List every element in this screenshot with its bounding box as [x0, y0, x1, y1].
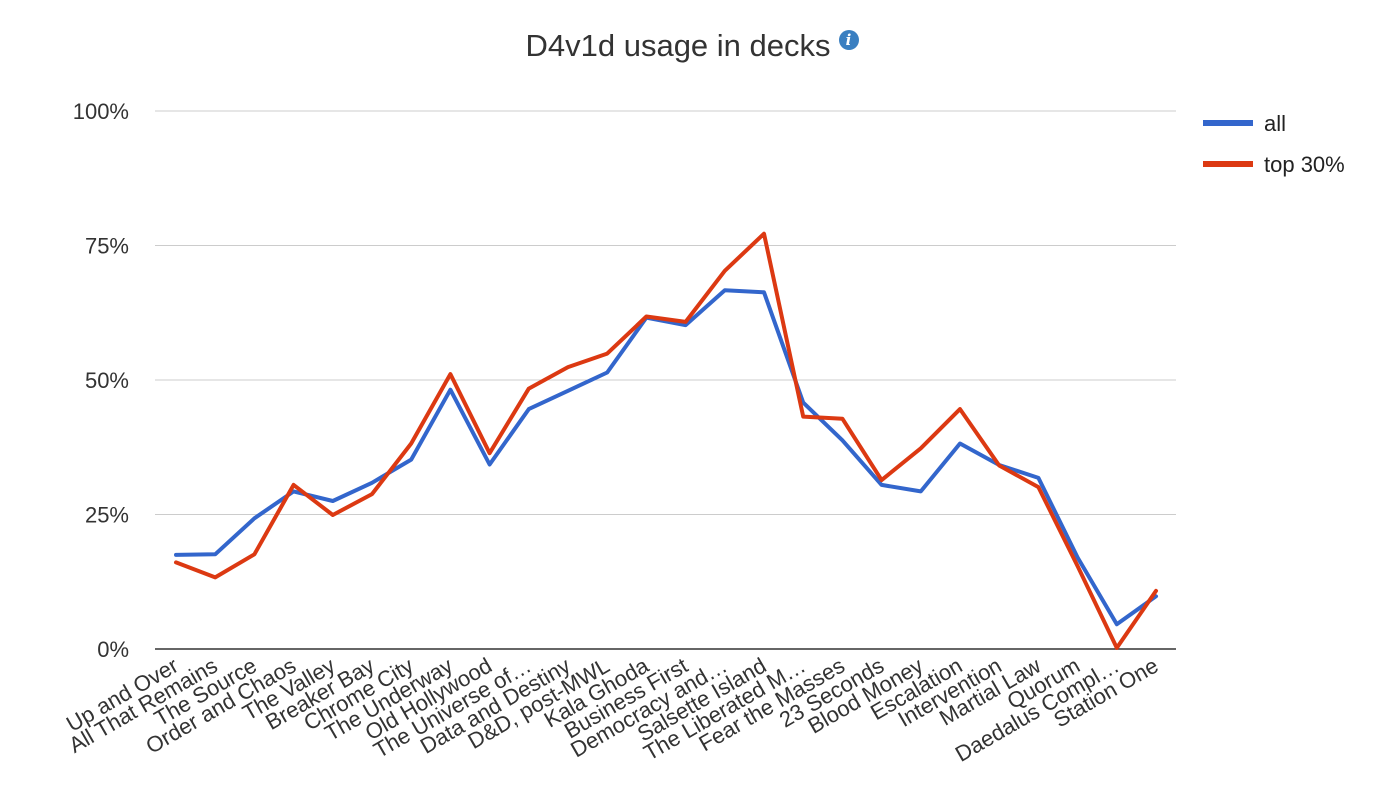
data-point[interactable]: [839, 437, 845, 443]
series-1: [173, 231, 1159, 651]
series-line[interactable]: [174, 288, 1158, 627]
gridlines: [155, 110, 1176, 650]
data-point[interactable]: [1153, 588, 1159, 594]
legend: all top 30%: [1203, 111, 1345, 177]
data-point[interactable]: [879, 477, 885, 483]
series-0: [173, 287, 1158, 627]
data-point[interactable]: [291, 482, 297, 488]
data-point[interactable]: [1075, 563, 1081, 569]
data-point[interactable]: [604, 351, 610, 357]
data-point[interactable]: [957, 406, 963, 412]
data-point[interactable]: [526, 406, 532, 412]
data-point[interactable]: [1114, 621, 1120, 627]
data-point[interactable]: [957, 441, 963, 447]
data-point[interactable]: [761, 289, 767, 295]
legend-item[interactable]: all: [1203, 111, 1286, 136]
data-point[interactable]: [1114, 645, 1120, 651]
data-point[interactable]: [565, 388, 571, 394]
data-point[interactable]: [408, 457, 414, 463]
data-point[interactable]: [996, 463, 1002, 469]
data-point[interactable]: [565, 364, 571, 370]
data-point[interactable]: [408, 441, 414, 447]
data-point[interactable]: [526, 386, 532, 392]
series-line[interactable]: [174, 231, 1158, 650]
data-point[interactable]: [447, 387, 453, 393]
data-point[interactable]: [369, 491, 375, 497]
info-icon[interactable]: i: [838, 30, 859, 50]
series-lines: [173, 231, 1159, 651]
data-point[interactable]: [1035, 475, 1041, 481]
data-point[interactable]: [761, 231, 767, 237]
data-point[interactable]: [683, 319, 689, 325]
legend-item[interactable]: top 30%: [1203, 152, 1345, 177]
data-point[interactable]: [722, 287, 728, 293]
data-point[interactable]: [918, 445, 924, 451]
y-tick-label: 0%: [97, 637, 129, 662]
data-point[interactable]: [604, 370, 610, 376]
data-point[interactable]: [447, 371, 453, 377]
chart-title-area: D4v1d usage in decks i: [0, 28, 1384, 64]
legend-label: top 30%: [1264, 152, 1345, 177]
data-point[interactable]: [212, 574, 218, 580]
data-point[interactable]: [173, 559, 179, 565]
legend-label: all: [1264, 111, 1286, 136]
data-point[interactable]: [487, 450, 493, 456]
data-point[interactable]: [330, 498, 336, 504]
data-point[interactable]: [487, 462, 493, 468]
y-tick-label: 100%: [73, 99, 129, 124]
data-point[interactable]: [918, 488, 924, 494]
chart-title: D4v1d usage in decks: [525, 28, 831, 63]
y-tick-label: 75%: [85, 234, 129, 259]
y-tick-label: 50%: [85, 368, 129, 393]
y-tick-label: 25%: [85, 503, 129, 528]
data-point[interactable]: [1035, 484, 1041, 490]
data-point[interactable]: [251, 515, 257, 521]
data-point[interactable]: [722, 268, 728, 274]
data-point[interactable]: [251, 551, 257, 557]
data-point[interactable]: [369, 480, 375, 486]
y-axis-ticks: 0% 25% 50% 75% 100%: [73, 99, 129, 662]
data-point[interactable]: [212, 551, 218, 557]
data-point[interactable]: [173, 552, 179, 558]
data-point[interactable]: [800, 414, 806, 420]
data-point[interactable]: [643, 314, 649, 320]
data-point[interactable]: [839, 416, 845, 422]
data-point[interactable]: [330, 512, 336, 518]
